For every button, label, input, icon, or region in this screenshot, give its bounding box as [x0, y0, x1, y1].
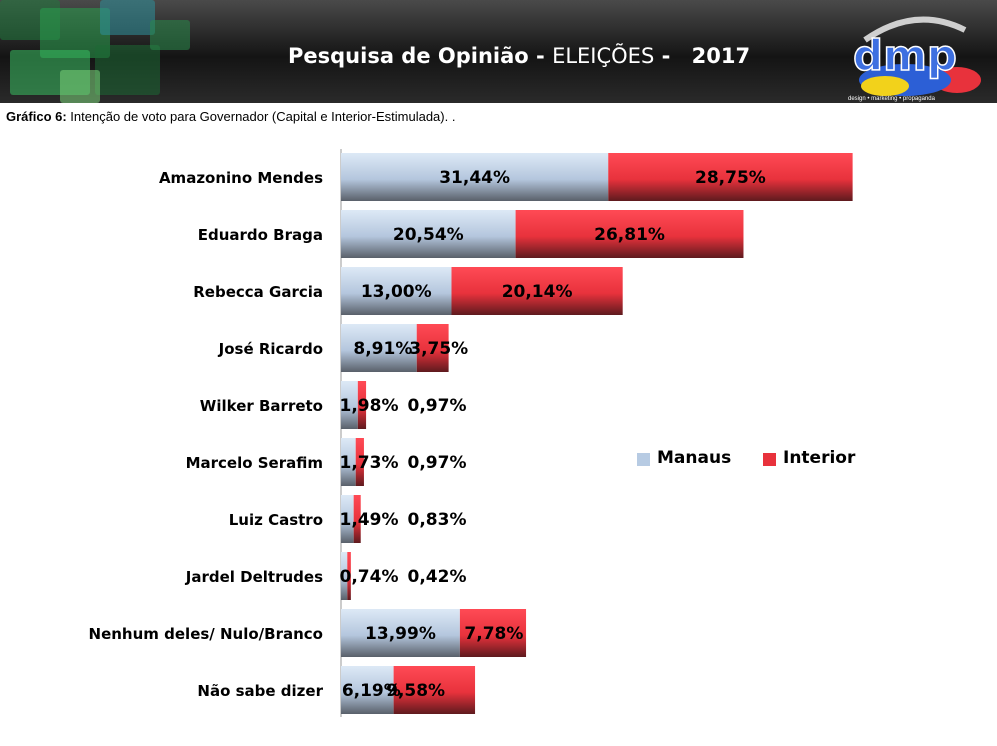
value-label-manaus-nenhum-deles-nulo-branco: 13,99%	[365, 624, 436, 644]
value-label-interior-jardel-deltrudes: 0,42%	[408, 567, 467, 587]
caption-text: Intenção de voto para Governador (Capita…	[66, 109, 456, 124]
value-label-interior-marcelo-serafim: 0,97%	[408, 453, 467, 473]
legend-interior-swatch	[763, 453, 776, 466]
bar-interior-rebecca-garcia	[451, 267, 623, 315]
bar-manaus-marcelo-serafim	[341, 438, 356, 486]
title-year: 2017	[691, 44, 751, 68]
title-elections: ELEIÇÕES	[552, 44, 655, 68]
category-label-jardel-deltrudes: Jardel Deltrudes	[185, 568, 323, 586]
value-label-interior-amazonino-mendes: 28,75%	[695, 168, 766, 188]
page-title: Pesquisa de Opinião - ELEIÇÕES - 2017	[288, 44, 750, 68]
value-label-manaus-luiz-castro: 1,49%	[340, 510, 399, 530]
dmp-logo: dmp	[852, 16, 981, 96]
value-label-manaus-wilker-barreto: 1,98%	[340, 396, 399, 416]
value-label-interior-jose-ricardo: 3,75%	[409, 339, 468, 359]
title-separator: -	[528, 44, 553, 68]
value-label-manaus-amazonino-mendes: 31,44%	[439, 168, 510, 188]
bar-interior-nao-sabe-dizer	[393, 666, 476, 714]
legend-manaus-label: Manaus	[657, 448, 732, 468]
bar-manaus-wilker-barreto	[341, 381, 358, 429]
bar-manaus-nao-sabe-dizer	[341, 666, 394, 714]
header-banner: Pesquisa de Opinião - ELEIÇÕES - 2017 dm…	[0, 0, 997, 103]
bar-interior-marcelo-serafim	[355, 438, 364, 486]
bar-interior-eduardo-braga	[515, 210, 744, 258]
value-label-interior-nao-sabe-dizer: 9,58%	[386, 681, 445, 701]
title-main: Pesquisa de Opinião	[288, 44, 529, 68]
value-label-manaus-jose-ricardo: 8,91%	[353, 339, 412, 359]
category-label-jose-ricardo: José Ricardo	[218, 340, 323, 358]
bar-manaus-nenhum-deles-nulo-branco	[341, 609, 460, 657]
category-label-luiz-castro: Luiz Castro	[229, 511, 323, 529]
caption-label: Gráfico 6:	[6, 109, 67, 124]
title-separator: -	[654, 44, 678, 68]
value-label-interior-luiz-castro: 0,83%	[408, 510, 467, 530]
bar-manaus-jose-ricardo	[341, 324, 417, 372]
category-label-eduardo-braga: Eduardo Braga	[198, 226, 323, 244]
bar-manaus-eduardo-braga	[341, 210, 516, 258]
bar-manaus-amazonino-mendes	[341, 153, 609, 201]
category-label-rebecca-garcia: Rebecca Garcia	[193, 283, 323, 301]
value-label-interior-wilker-barreto: 0,97%	[408, 396, 467, 416]
figure-caption: Gráfico 6: Intenção de voto para Governa…	[6, 109, 455, 124]
value-label-manaus-jardel-deltrudes: 0,74%	[340, 567, 399, 587]
svg-text:dmp: dmp	[853, 31, 957, 80]
legend-manaus-swatch	[637, 453, 650, 466]
bar-manaus-jardel-deltrudes	[341, 552, 348, 600]
value-label-manaus-marcelo-serafim: 1,73%	[340, 453, 399, 473]
bar-interior-nenhum-deles-nulo-branco	[459, 609, 527, 657]
value-label-manaus-rebecca-garcia: 13,00%	[361, 282, 432, 302]
bar-manaus-luiz-castro	[341, 495, 354, 543]
category-label-wilker-barreto: Wilker Barreto	[200, 397, 323, 415]
legend-interior-label: Interior	[783, 448, 856, 468]
value-label-manaus-nao-sabe-dizer: 6,19%	[342, 681, 401, 701]
bar-interior-wilker-barreto	[357, 381, 367, 429]
bar-manaus-rebecca-garcia	[341, 267, 452, 315]
value-label-manaus-eduardo-braga: 20,54%	[393, 225, 464, 245]
value-label-interior-rebecca-garcia: 20,14%	[502, 282, 573, 302]
bar-interior-luiz-castro	[353, 495, 361, 543]
value-label-interior-eduardo-braga: 26,81%	[594, 225, 665, 245]
logo-tagline: design • marketing • propaganda	[848, 96, 935, 102]
value-label-interior-nenhum-deles-nulo-branco: 7,78%	[464, 624, 523, 644]
category-label-marcelo-serafim: Marcelo Serafim	[186, 454, 323, 472]
bar-interior-amazonino-mendes	[608, 153, 853, 201]
category-label-nenhum-deles-nulo-branco: Nenhum deles/ Nulo/Branco	[89, 625, 323, 643]
bar-interior-jose-ricardo	[416, 324, 449, 372]
category-label-amazonino-mendes: Amazonino Mendes	[159, 169, 323, 187]
bar-interior-jardel-deltrudes	[347, 552, 351, 600]
stacked-bar-chart: Amazonino Mendes 31,44% 28,75% Eduardo Brag…	[89, 149, 853, 717]
category-label-nao-sabe-dizer: Não sabe dizer	[197, 682, 323, 700]
